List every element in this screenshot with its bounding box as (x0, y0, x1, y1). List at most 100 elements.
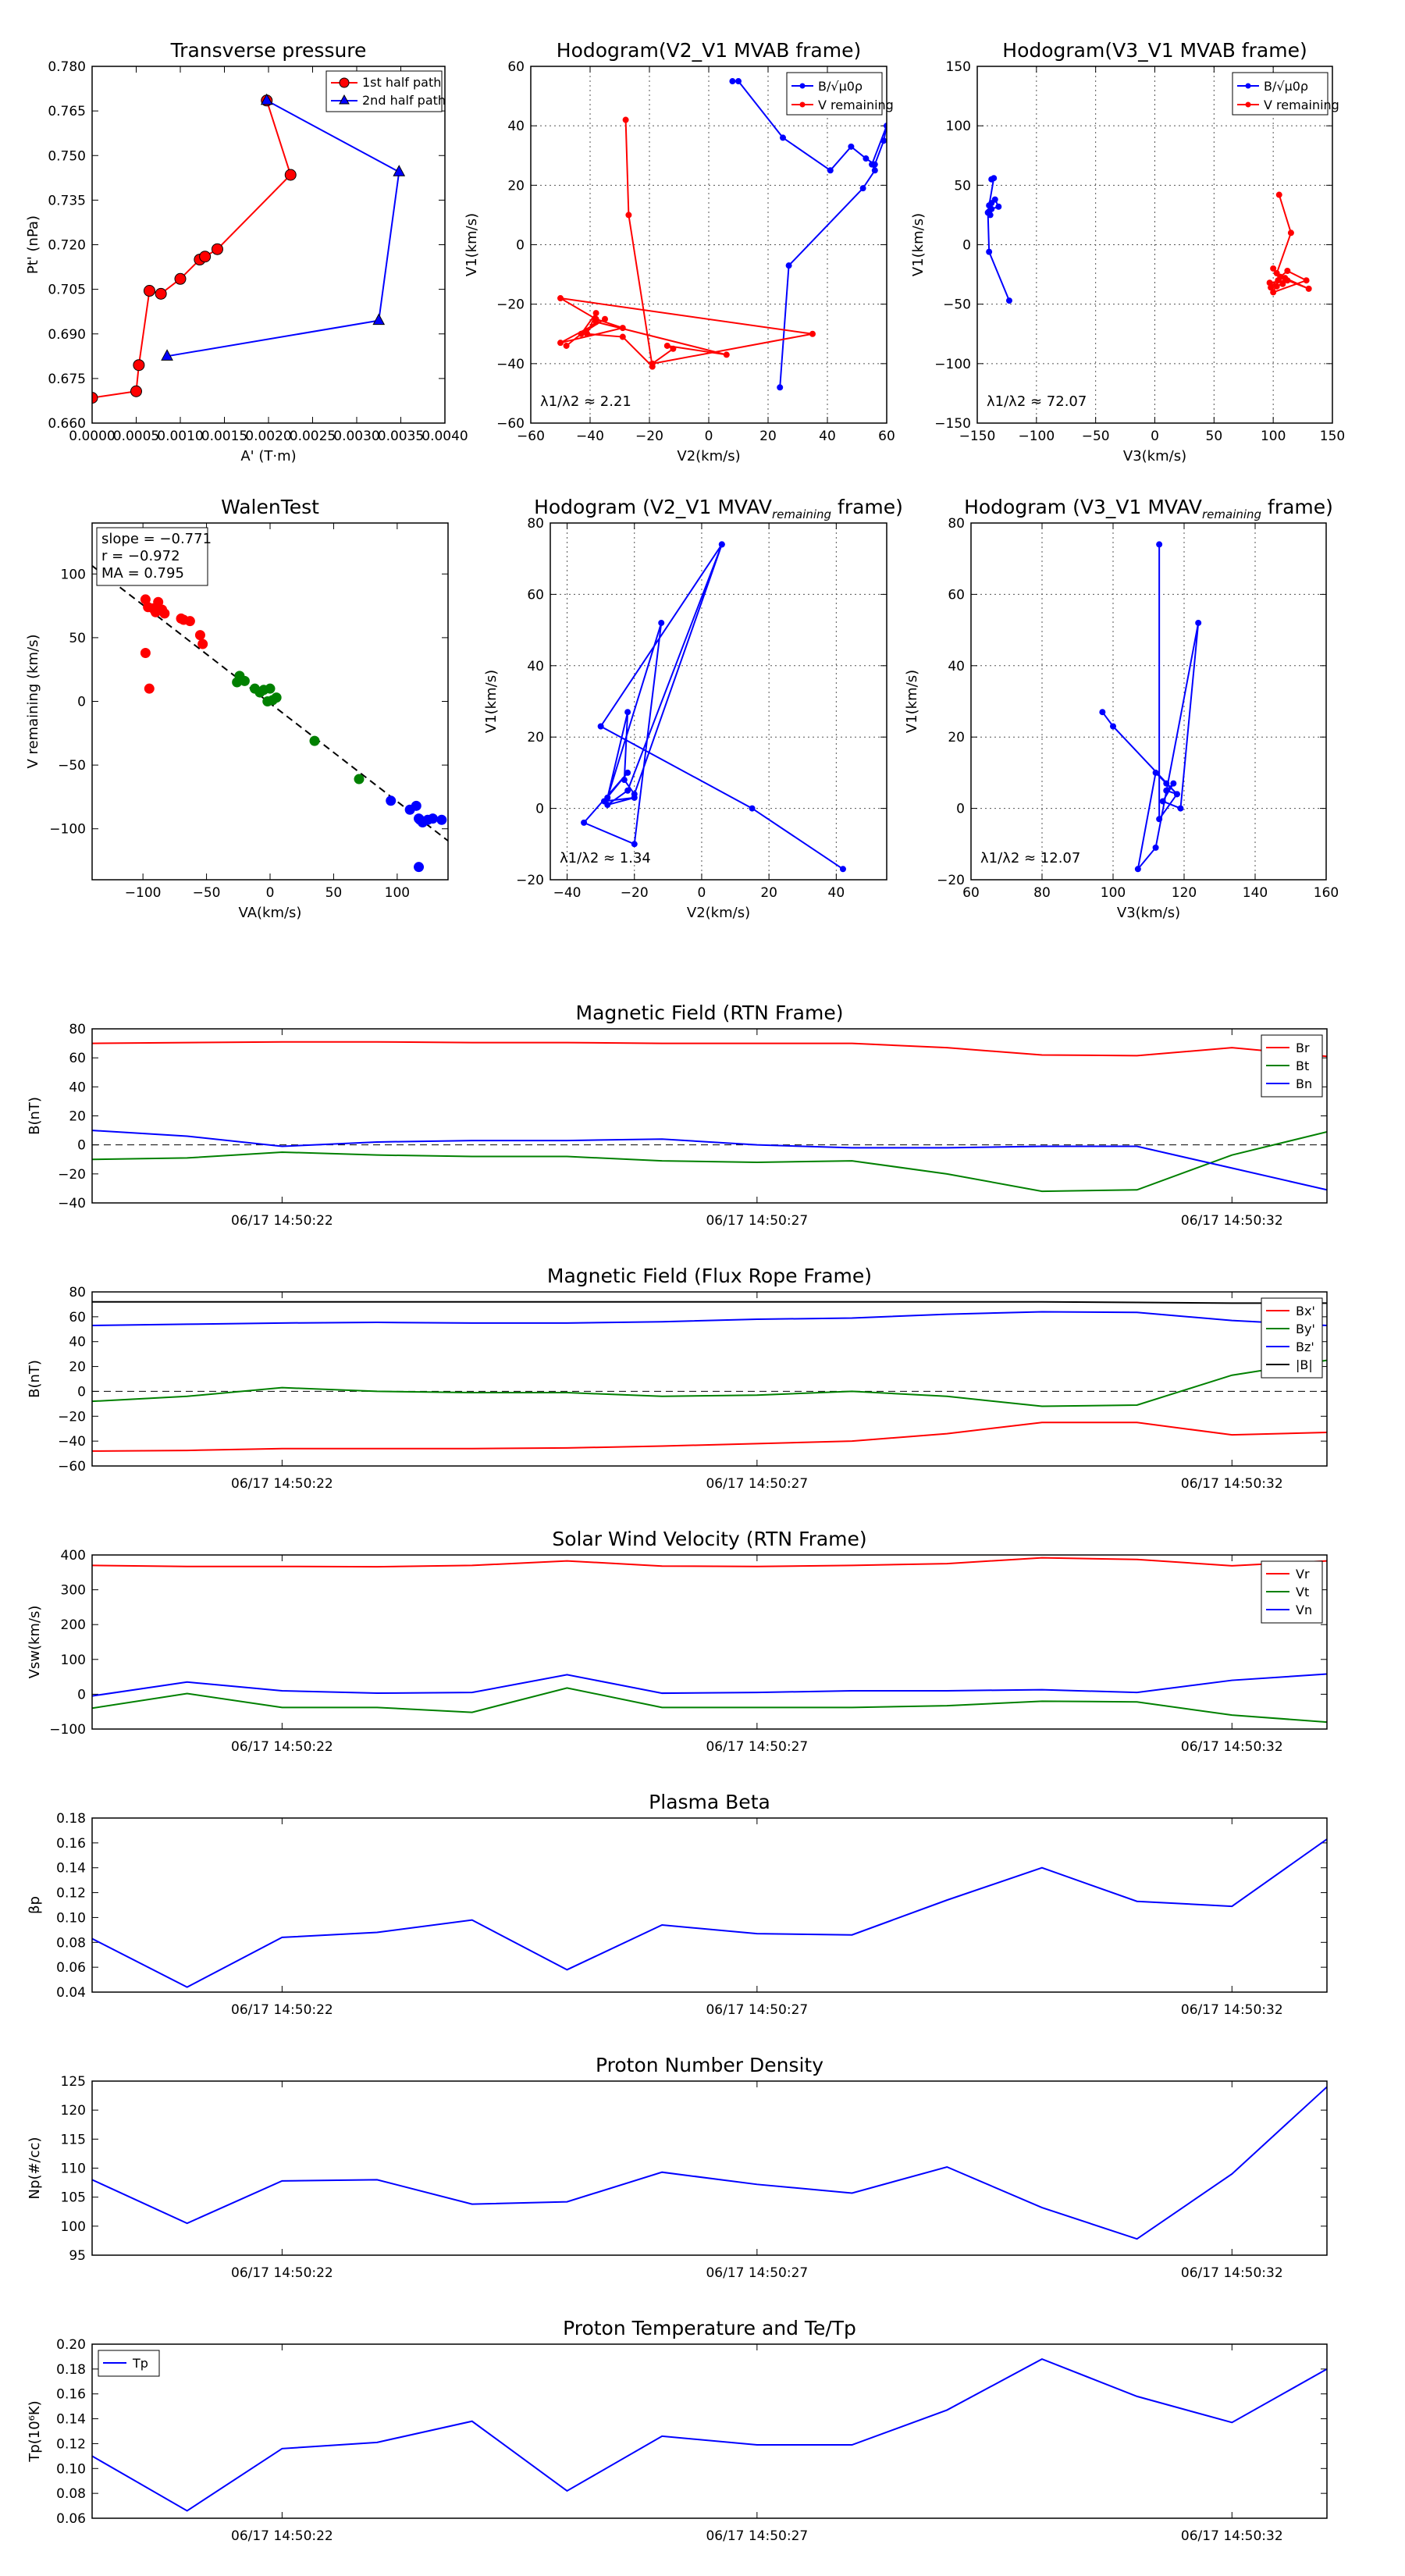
y-axis-label: V1(km/s) (483, 670, 500, 733)
series-beta (92, 1838, 1327, 1988)
y-tick-label: −20 (58, 1409, 86, 1425)
y-axis-label: V remaining (km/s) (25, 634, 41, 768)
plot-area (1099, 541, 1202, 873)
data-point (284, 169, 297, 181)
data-point (1134, 866, 1141, 873)
data-point (143, 285, 155, 297)
y-tick-label: 0.735 (48, 193, 86, 208)
data-point (372, 313, 386, 326)
data-point (1156, 541, 1163, 548)
legend-marker (799, 83, 806, 89)
hodo3-axes-frame (550, 522, 887, 881)
legend-box (325, 70, 443, 112)
legend-label: Vn (1296, 1603, 1312, 1617)
chart-title: Hodogram(V3_V1 MVAB frame) (1002, 39, 1307, 62)
y-tick-label: 0 (77, 1138, 86, 1154)
x-tick-label: −20 (635, 429, 663, 444)
y-tick-label: 40 (527, 659, 544, 674)
series-Bx' (92, 1421, 1327, 1452)
data-point (658, 619, 665, 626)
data-point (848, 143, 855, 150)
y-tick-label: 0.06 (56, 2511, 86, 2527)
plot-area (984, 175, 1312, 304)
y-tick-label: 0.780 (48, 59, 86, 75)
y-tick-label: 0.20 (56, 2337, 86, 2353)
x-tick-label: −40 (576, 429, 604, 444)
chart-title: Proton Number Density (596, 2054, 823, 2076)
y-axis-label: Vsw(km/s) (27, 1606, 43, 1679)
plot-area (557, 78, 887, 391)
x-tick-label: 06/17 14:50:22 (231, 1739, 333, 1755)
y-tick-label: 0.16 (56, 1836, 86, 1852)
data-point (309, 735, 320, 746)
eigenvalue-ratio: λ1/λ2 ≈ 72.07 (987, 393, 1087, 410)
y-tick-label: 95 (69, 2248, 86, 2264)
y-tick-label: 105 (61, 2190, 86, 2206)
data-point (265, 683, 276, 694)
x-tick-label: −60 (517, 429, 545, 444)
y-tick-label: 0.660 (48, 416, 86, 432)
x-tick-label: 20 (759, 429, 777, 444)
hodo2-axes-frame (976, 66, 1333, 424)
x-axis-label: V2(km/s) (677, 448, 740, 464)
data-point (393, 165, 406, 176)
y-tick-label: 50 (69, 631, 86, 646)
data-point (592, 310, 599, 317)
tp2-axes-frame (91, 2343, 1328, 2519)
data-point (604, 802, 611, 809)
x-tick-label: 120 (1172, 885, 1197, 901)
data-point (827, 167, 834, 174)
x-tick-label: 0.0000 (69, 429, 115, 444)
series-Br (92, 1041, 1327, 1058)
data-point (749, 805, 756, 812)
data-point (631, 841, 638, 848)
y-tick-label: −20 (496, 297, 525, 313)
y-tick-label: −40 (58, 1434, 86, 1450)
y-tick-label: 115 (61, 2132, 86, 2147)
eigenvalue-ratio: λ1/λ2 ≈ 1.34 (560, 850, 651, 866)
y-tick-label: −100 (934, 357, 971, 372)
x-tick-label: 100 (385, 885, 410, 901)
data-point (785, 262, 792, 269)
x-tick-label: 0.0020 (245, 429, 291, 444)
data-point (884, 123, 887, 130)
data-point (1195, 619, 1202, 626)
y-tick-label: −20 (516, 873, 544, 888)
data-point (619, 325, 626, 332)
y-axis-label: βp (27, 1896, 43, 1914)
y-tick-label: 0.08 (56, 1935, 86, 1951)
data-point (199, 251, 212, 263)
plot-area (92, 1838, 1327, 1988)
stats-box (96, 527, 208, 586)
x-tick-label: 0 (266, 885, 275, 901)
y-tick-label: 0.10 (56, 2461, 86, 2477)
x-tick-label: −50 (193, 885, 221, 901)
x-tick-label: 06/17 14:50:27 (706, 1739, 808, 1755)
y-tick-label: 0.14 (56, 2412, 86, 2428)
data-point (211, 243, 223, 255)
y-tick-label: 20 (507, 178, 525, 194)
legend-marker (1245, 101, 1251, 108)
x-tick-label: 06/17 14:50:32 (1181, 1476, 1283, 1492)
x-tick-label: 0.0025 (290, 429, 336, 444)
x-tick-label: −40 (553, 885, 582, 901)
chart-bfr: −60 −40 −20 0 20 40 60 80 06/17 14:50:22 06/17 14… (27, 1265, 1328, 1492)
chart-walen: −100 −50 0 50 100 −100 −50 0 50 100 WalenTest VA(km… (25, 496, 449, 921)
x-tick-label: 06/17 14:50:22 (231, 1476, 333, 1492)
y-axis-label: V1(km/s) (464, 213, 480, 276)
series-|B| (92, 1300, 1327, 1304)
x-axis-label: VA(km/s) (239, 905, 302, 921)
data-point (1173, 791, 1180, 798)
hodo1-axes-frame (530, 66, 887, 424)
data-point (597, 723, 604, 730)
data-point (777, 384, 784, 391)
data-point (1177, 805, 1184, 812)
x-tick-label: 06/17 14:50:32 (1181, 2528, 1283, 2544)
x-tick-label: 100 (1261, 429, 1286, 444)
series-line-0 (732, 80, 887, 388)
chart-vsw: −100 0 100 200 300 400 06/17 14:50:22 06/17 14:… (27, 1528, 1328, 1755)
data-point (1170, 780, 1177, 787)
data-point (557, 295, 564, 302)
data-point (602, 315, 608, 322)
